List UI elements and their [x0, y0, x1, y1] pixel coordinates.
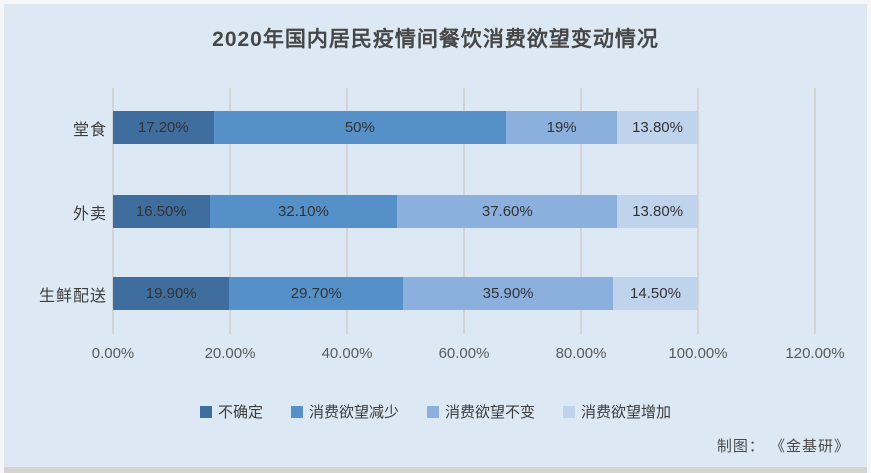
- data-label: 14.50%: [630, 285, 681, 302]
- data-label: 37.60%: [481, 203, 533, 220]
- legend-swatch-icon: [290, 405, 303, 418]
- bar-segment: 37.60%: [397, 195, 618, 228]
- bar-segment: 17.20%: [113, 111, 214, 144]
- gridline: [697, 88, 699, 334]
- bar-segment: 19.90%: [113, 277, 230, 310]
- bar-segment: 14.50%: [613, 277, 698, 310]
- x-axis-tick-label: 60.00%: [438, 345, 490, 362]
- bar-row: 17.20% 50% 19% 13.80%: [113, 111, 698, 144]
- bar-row: 19.90% 29.70% 35.90% 14.50%: [113, 277, 698, 310]
- window-bottom-edge: [4, 467, 867, 473]
- x-axis-tick-label: 0.00%: [91, 345, 135, 362]
- x-axis-tick-label: 20.00%: [204, 345, 256, 362]
- legend-item: 消费欲望减少: [290, 401, 399, 422]
- bar-segment: 32.10%: [209, 195, 398, 228]
- chart-card: 2020年国内居民疫情间餐饮消费欲望变动情况 17.20% 50% 19% 13.80…: [4, 4, 867, 467]
- data-label: 19%: [546, 119, 577, 136]
- data-label: 50%: [344, 119, 375, 136]
- data-label: 16.50%: [135, 203, 187, 220]
- legend-label: 不确定: [217, 404, 263, 421]
- legend-item: 消费欲望增加: [563, 401, 671, 422]
- bar-segment: 16.50%: [113, 195, 210, 228]
- legend-item: 不确定: [199, 401, 263, 422]
- data-label: 35.90%: [482, 285, 534, 302]
- legend-label: 消费欲望减少: [308, 404, 399, 421]
- bar-segment: 19%: [506, 111, 618, 144]
- x-axis-tick-label: 100.00%: [668, 345, 728, 362]
- source-note: 制图： 《金基研》: [716, 438, 850, 455]
- data-label: 13.80%: [632, 203, 684, 220]
- gridline: [814, 88, 816, 334]
- data-label: 17.20%: [137, 119, 189, 136]
- legend-item: 消费欲望不变: [427, 401, 535, 422]
- bar-segment: 13.80%: [617, 195, 698, 228]
- bar-row: 16.50% 32.10% 37.60% 13.80%: [113, 195, 698, 228]
- category-label: 外卖: [72, 205, 107, 223]
- data-label: 32.10%: [277, 203, 329, 220]
- data-label: 13.80%: [632, 119, 683, 136]
- category-label: 堂食: [72, 121, 107, 139]
- legend-swatch-icon: [199, 405, 212, 418]
- category-label: 生鲜配送: [38, 287, 107, 305]
- chart-title: 2020年国内居民疫情间餐饮消费欲望变动情况: [212, 28, 659, 51]
- legend-label: 消费欲望增加: [581, 404, 672, 421]
- chart-legend: 不确定 消费欲望减少 消费欲望不变 消费欲望增加: [5, 401, 866, 422]
- legend-label: 消费欲望不变: [445, 404, 536, 421]
- data-label: 29.70%: [290, 285, 342, 302]
- legend-swatch-icon: [563, 405, 576, 418]
- bar-segment: 50%: [213, 111, 507, 144]
- bar-segment: 29.70%: [229, 277, 404, 310]
- bar-segment: 13.80%: [617, 111, 698, 144]
- data-label: 19.90%: [145, 285, 197, 302]
- bar-segment: 35.90%: [403, 277, 614, 310]
- x-axis-tick-label: 120.00%: [785, 345, 845, 362]
- plot-area: 17.20% 50% 19% 13.80% 16.50% 32.10% 37.60% 13.8…: [112, 88, 816, 334]
- legend-swatch-icon: [427, 405, 439, 418]
- x-axis-tick-label: 80.00%: [555, 345, 607, 362]
- x-axis-tick-label: 40.00%: [321, 345, 373, 362]
